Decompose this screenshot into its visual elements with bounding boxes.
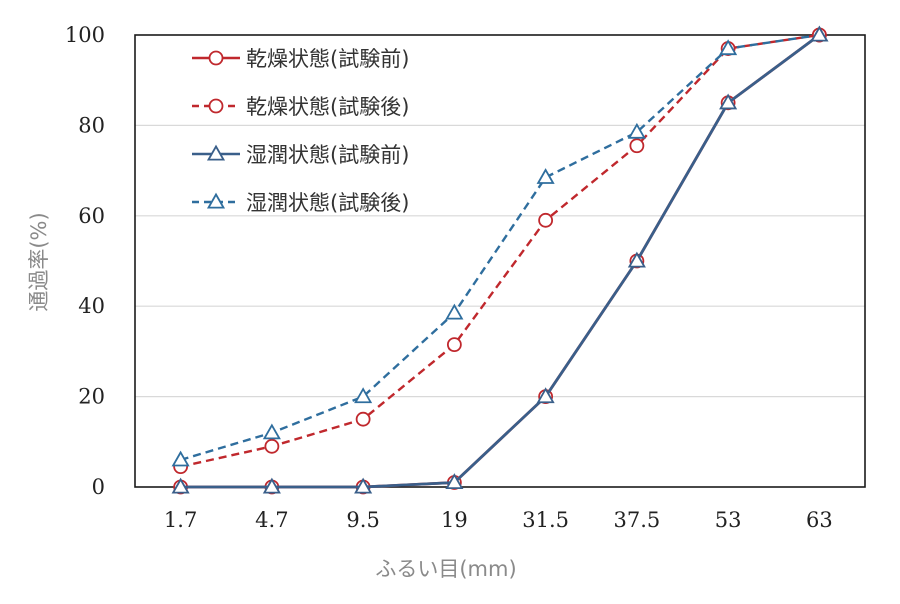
data-point — [627, 251, 646, 268]
legend-label: 湿潤状態(試験後) — [246, 191, 409, 215]
x-tick-label: 31.5 — [522, 508, 569, 532]
data-point — [538, 212, 554, 228]
y-axis-tick-labels: 0 20 40 60 80 100 — [65, 23, 105, 499]
y-axis-title: 通過率(%) — [27, 212, 51, 311]
data-point — [445, 473, 464, 490]
data-point — [171, 450, 190, 467]
series-line — [180, 33, 820, 468]
legend-label: 湿潤状態(試験前) — [246, 143, 409, 167]
legend-entry: 乾燥状態(試験後) — [192, 95, 409, 119]
data-point — [810, 25, 829, 42]
legend-marker — [208, 50, 224, 66]
data-point — [629, 138, 645, 154]
x-tick-label: 19 — [441, 508, 468, 532]
data-point — [262, 423, 281, 440]
x-axis-tick-labels: 1.7 4.7 9.5 19 31.5 37.5 53 63 — [164, 508, 833, 532]
y-tick-label: 80 — [78, 113, 105, 137]
data-point — [446, 337, 462, 353]
plot-area-frame — [134, 34, 866, 488]
legend-entry: 湿潤状態(試験後) — [192, 191, 409, 215]
y-tick-label: 100 — [65, 23, 105, 47]
data-point — [354, 387, 373, 404]
series-2 — [171, 25, 829, 494]
legend-marker — [206, 144, 226, 161]
legend-entry: 乾燥状態(試験前) — [192, 47, 409, 71]
legend-entry: 湿潤状態(試験前) — [192, 143, 409, 167]
x-tick-label: 4.7 — [255, 508, 288, 532]
data-point — [627, 122, 646, 139]
data-point — [264, 438, 280, 454]
series-line — [180, 33, 820, 462]
y-tick-label: 60 — [78, 204, 105, 228]
x-tick-label: 37.5 — [613, 508, 660, 532]
y-tick-label: 40 — [78, 294, 105, 318]
series-layer — [171, 25, 829, 495]
legend-label: 乾燥状態(試験後) — [246, 95, 409, 119]
legend-marker — [206, 192, 226, 209]
data-point — [536, 387, 555, 404]
y-tick-label: 20 — [78, 385, 105, 409]
data-point — [355, 411, 371, 427]
data-point — [171, 477, 190, 494]
y-tick-label: 0 — [92, 475, 105, 499]
data-point — [536, 168, 555, 184]
x-axis-title: ふるい目(mm) — [375, 557, 516, 581]
series-3 — [171, 25, 829, 467]
series-line — [180, 33, 821, 489]
legend-marker — [208, 98, 224, 114]
x-tick-label: 53 — [715, 508, 742, 532]
x-tick-label: 63 — [806, 508, 833, 532]
x-tick-label: 1.7 — [164, 508, 197, 532]
data-point — [719, 39, 738, 56]
data-point — [354, 477, 373, 494]
x-tick-label: 9.5 — [346, 508, 379, 532]
gridlines — [135, 124, 865, 398]
data-point — [262, 477, 281, 494]
data-point — [445, 303, 464, 320]
legend-label: 乾燥状態(試験前) — [246, 47, 409, 71]
data-point — [719, 93, 738, 110]
legend: 乾燥状態(試験前) 乾燥状態(試験後) 湿潤状態(試験前) 湿潤状態(試験後) — [192, 47, 409, 215]
